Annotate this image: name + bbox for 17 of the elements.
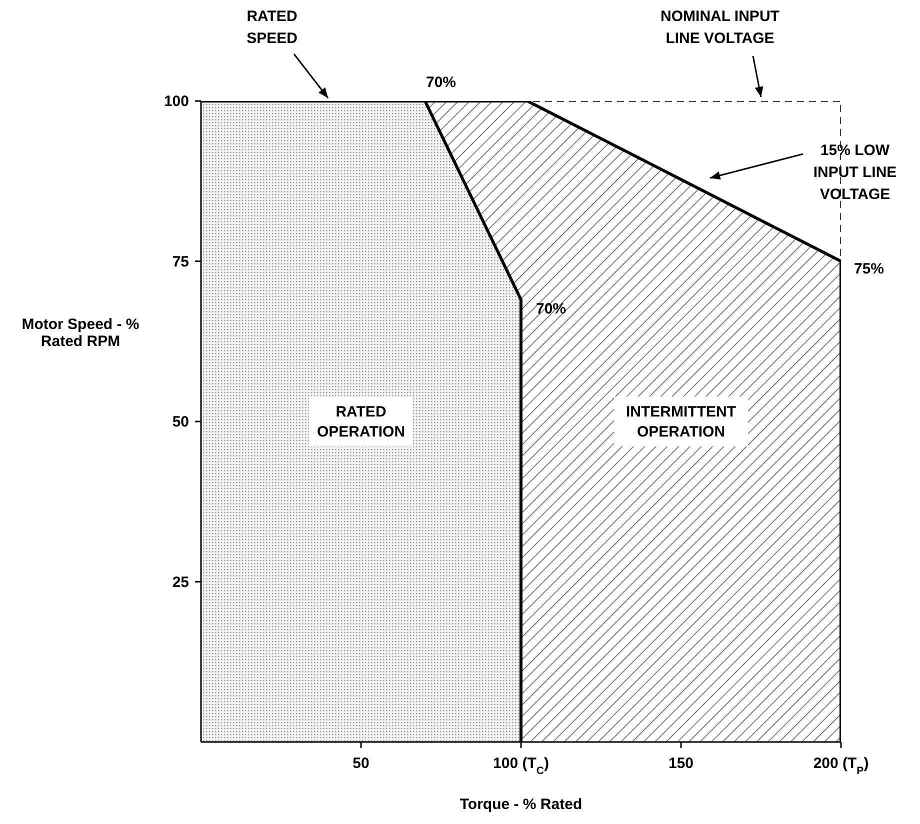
y-tick-label: 50 — [172, 414, 189, 430]
annotation: 15% LOW INPUT LINE VOLTAGE — [813, 142, 897, 203]
y-axis-title: Motor Speed - % Rated RPM — [20, 316, 140, 350]
x-axis-title: Torque - % Rated — [458, 796, 584, 813]
x-tick-label: 50 — [352, 755, 370, 772]
text: RATED SPEED — [246, 8, 298, 47]
annotation: 75% — [854, 260, 884, 278]
y-tick-label: 100 — [164, 93, 189, 110]
series-label: RATED OPERATION — [316, 404, 406, 440]
series-label: INTERMITTENT OPERATION — [626, 404, 736, 440]
x-tick-label: 100 (T$_{C}$) — [493, 755, 549, 777]
y-tick-label: 25 — [172, 574, 189, 591]
text: NOMINAL INPUT LINE VOLTAGE — [660, 8, 780, 47]
x-tick-label: 200 (T$_{P}$) — [813, 755, 869, 777]
annotation: 70% — [426, 74, 456, 91]
x-tick-label: 150 — [668, 755, 694, 772]
y-tick-label: 75 — [172, 253, 189, 270]
